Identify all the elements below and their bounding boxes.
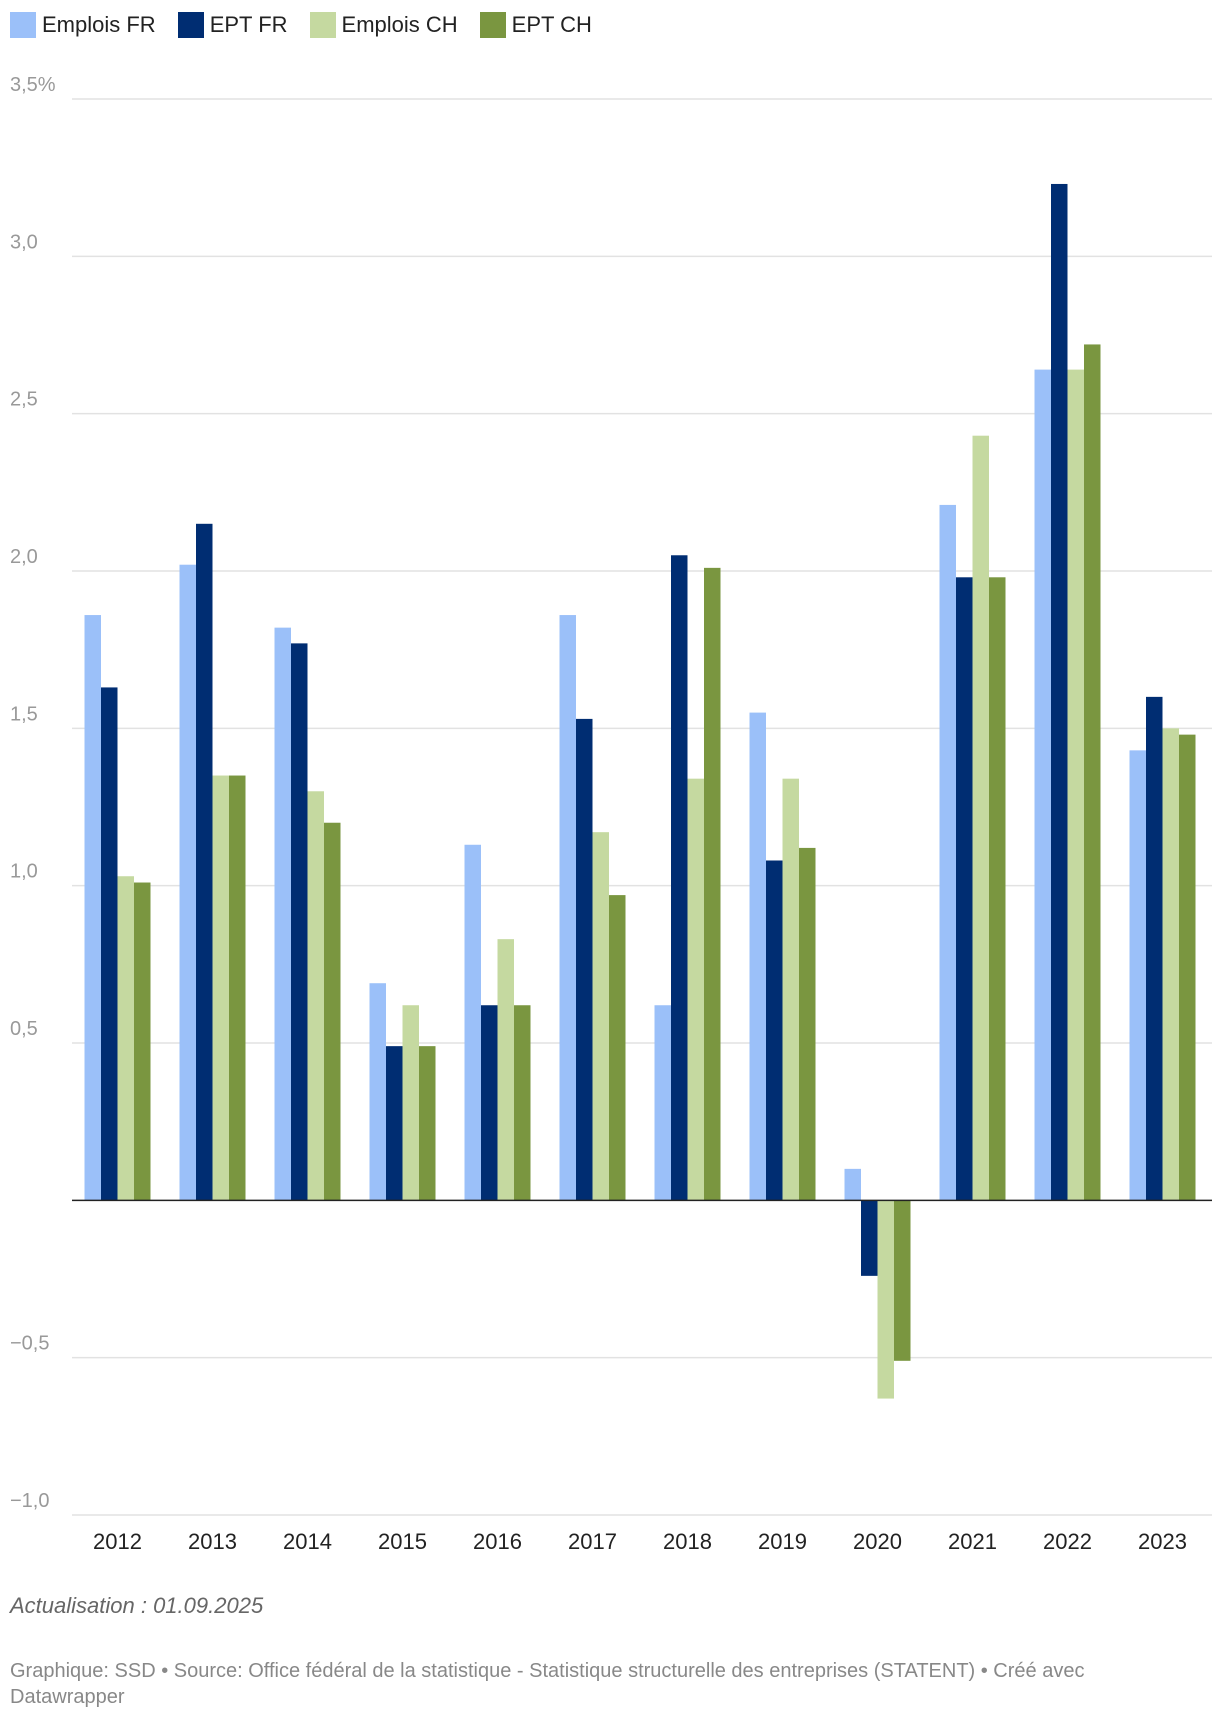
bar-emplois-ch-2021 xyxy=(972,435,989,1201)
bar-emplois-ch-2019 xyxy=(782,778,799,1201)
bar-emplois-fr-2014 xyxy=(274,627,291,1201)
bar-emplois-fr-2012 xyxy=(84,615,101,1201)
bar-ept-ch-2015 xyxy=(419,1046,436,1201)
legend-item: EPT CH xyxy=(479,12,592,38)
bar-ept-ch-2017 xyxy=(609,895,626,1201)
bar-ept-fr-2015 xyxy=(386,1046,403,1201)
bar-emplois-ch-2012 xyxy=(117,876,134,1201)
legend-label: EPT FR xyxy=(209,12,288,37)
bar-emplois-ch-2017 xyxy=(592,832,609,1201)
bar-ept-fr-2023 xyxy=(1146,696,1163,1201)
x-tick-label: 2023 xyxy=(1138,1529,1187,1554)
x-tick-label: 2013 xyxy=(188,1529,237,1554)
legend-label: Emplois FR xyxy=(42,12,156,37)
grid-lines: −1,0 −0,5 0,5 1,0 1,5 2,0 2,5 3,0 3,5% xyxy=(10,74,1212,1516)
x-tick-label: 2020 xyxy=(853,1529,902,1554)
bar-emplois-ch-2018 xyxy=(687,778,704,1201)
x-tick-label: 2018 xyxy=(663,1529,712,1554)
bar-ept-ch-2020 xyxy=(894,1200,911,1361)
bar-ept-fr-2012 xyxy=(101,687,118,1201)
bar-emplois-ch-2022 xyxy=(1067,369,1084,1201)
legend: Emplois FR EPT FR Emplois CH EPT CH xyxy=(10,12,592,38)
bar-emplois-fr-2022 xyxy=(1034,369,1051,1201)
bar-ept-fr-2016 xyxy=(481,1005,498,1201)
x-tick-label: 2012 xyxy=(93,1529,142,1554)
y-tick-label: 2,0 xyxy=(10,546,38,568)
y-tick-label: −0,5 xyxy=(10,1333,49,1355)
legend-item: Emplois FR xyxy=(10,12,156,38)
bar-ept-ch-2013 xyxy=(229,775,246,1201)
legend-label: Emplois CH xyxy=(341,12,458,37)
bar-ept-fr-2018 xyxy=(671,555,688,1201)
y-tick-label: −1,0 xyxy=(10,1490,49,1512)
bar-ept-ch-2019 xyxy=(799,847,816,1201)
bar-emplois-ch-2015 xyxy=(402,1005,419,1201)
bar-emplois-fr-2015 xyxy=(369,983,386,1201)
x-tick-label: 2021 xyxy=(948,1529,997,1554)
bar-ept-ch-2022 xyxy=(1084,344,1101,1201)
bar-emplois-fr-2018 xyxy=(654,1005,671,1201)
bar-ept-ch-2021 xyxy=(989,577,1006,1201)
source-footer: Graphique: SSD • Source: Office fédéral … xyxy=(10,1660,1085,1708)
x-tick-label: 2015 xyxy=(378,1529,427,1554)
bar-emplois-ch-2013 xyxy=(212,775,229,1201)
bar-emplois-ch-2014 xyxy=(307,791,324,1201)
y-tick-label: 3,0 xyxy=(10,231,38,253)
legend-item: Emplois CH xyxy=(309,12,458,38)
bar-chart: −1,0−0,50,51,01,52,02,53,03,5% 2012 2013 2… xyxy=(10,74,1212,1554)
legend-item: EPT FR xyxy=(177,12,288,38)
bar-emplois-fr-2020 xyxy=(844,1168,861,1201)
y-tick-label: 1,0 xyxy=(10,861,38,883)
bar-ept-ch-2023 xyxy=(1179,734,1196,1201)
bar-ept-ch-2014 xyxy=(324,822,341,1201)
legend-label: EPT CH xyxy=(511,12,592,37)
legend-swatch xyxy=(479,12,506,38)
x-tick-label: 2022 xyxy=(1043,1529,1092,1554)
bar-ept-ch-2016 xyxy=(514,1005,531,1201)
x-tick-label: 2019 xyxy=(758,1529,807,1554)
legend-swatch xyxy=(309,12,336,38)
bar-ept-fr-2022 xyxy=(1051,183,1068,1201)
bar-ept-fr-2014 xyxy=(291,643,308,1201)
legend-swatch xyxy=(177,12,204,38)
bar-ept-ch-2018 xyxy=(704,567,721,1201)
bar-ept-ch-2012 xyxy=(134,882,151,1201)
bar-ept-fr-2020 xyxy=(861,1200,878,1276)
x-axis-labels: 2012 2013 2014 2015 2016 2017 2018 2019 2020 2021… xyxy=(93,1529,1187,1554)
bar-emplois-ch-2023 xyxy=(1162,728,1179,1201)
y-tick-label: 2,5 xyxy=(10,389,38,411)
y-tick-label: 1,5 xyxy=(10,703,38,725)
y-tick-label: 0,5 xyxy=(10,1018,38,1040)
bar-emplois-fr-2013 xyxy=(179,564,196,1201)
x-tick-label: 2014 xyxy=(283,1529,332,1554)
bar-emplois-fr-2021 xyxy=(939,504,956,1201)
bar-ept-fr-2019 xyxy=(766,860,783,1201)
bar-emplois-fr-2017 xyxy=(559,615,576,1201)
legend-swatch xyxy=(10,12,36,38)
bar-emplois-fr-2019 xyxy=(749,712,766,1201)
bar-ept-fr-2021 xyxy=(956,577,973,1201)
y-tick-label: 3,5% xyxy=(10,74,56,96)
update-note: Actualisation : 01.09.2025 xyxy=(10,1593,264,1618)
bar-emplois-ch-2016 xyxy=(497,939,514,1201)
bars xyxy=(72,183,1212,1399)
bar-emplois-fr-2023 xyxy=(1129,750,1146,1201)
bar-ept-fr-2017 xyxy=(576,718,593,1201)
x-tick-label: 2017 xyxy=(568,1529,617,1554)
bar-ept-fr-2013 xyxy=(196,523,213,1201)
bar-emplois-fr-2016 xyxy=(464,844,481,1201)
x-tick-label: 2016 xyxy=(473,1529,522,1554)
bar-emplois-ch-2020 xyxy=(877,1200,894,1399)
